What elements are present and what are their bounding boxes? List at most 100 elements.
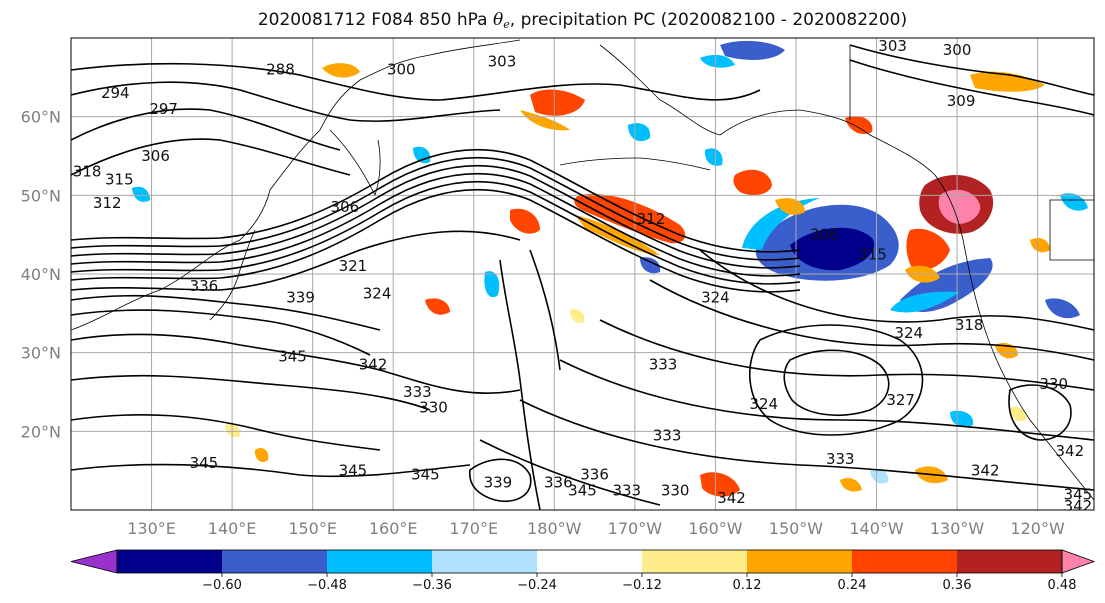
precip-positive-w2 bbox=[254, 448, 269, 462]
contour-label: 294 bbox=[101, 84, 130, 102]
lat-label: 50°N bbox=[21, 186, 61, 205]
colorbar-tick-label: −0.60 bbox=[202, 578, 242, 593]
theta-e-contour bbox=[71, 62, 761, 101]
precip-negative-e3 bbox=[1060, 193, 1088, 211]
precip-positive-jet-halo bbox=[575, 215, 660, 255]
precip-negative-core bbox=[790, 227, 875, 271]
theta-e-contour bbox=[71, 164, 801, 269]
longitude-labels: 130°E 140°E 150°E 160°E 170°E 180°W 170°W 160°W… bbox=[127, 519, 1065, 538]
theta-e-contour bbox=[559, 359, 1094, 441]
precip-negative-c2 bbox=[640, 257, 661, 274]
contour-label: 309 bbox=[947, 92, 976, 110]
contour-label: 342 bbox=[717, 489, 746, 507]
contour-label: 336 bbox=[190, 277, 219, 295]
precip-positive-s2 bbox=[840, 478, 862, 492]
title-subscript: e bbox=[503, 18, 510, 31]
contour-label: 312 bbox=[637, 210, 666, 228]
colorbar-segment bbox=[327, 550, 433, 573]
theta-e-contour bbox=[71, 188, 801, 293]
contour-label: 318 bbox=[73, 163, 102, 181]
colorbar-tick-label: −0.12 bbox=[622, 578, 662, 593]
lon-label: 170°E bbox=[449, 519, 498, 538]
theta-e-contour bbox=[849, 44, 1094, 96]
precip-positive-alaska-n bbox=[530, 89, 585, 116]
lon-label: 150°E bbox=[288, 519, 337, 538]
precip-yellow-1 bbox=[570, 309, 585, 323]
contour-label: 324 bbox=[363, 285, 392, 303]
colorbar-tick-label: −0.24 bbox=[517, 578, 557, 593]
colorbar-extend-high bbox=[1061, 549, 1096, 574]
theta-e-contours bbox=[71, 44, 1094, 510]
lon-label: 180°W bbox=[527, 519, 582, 538]
contour-label: 324 bbox=[894, 324, 923, 342]
contour-label: 333 bbox=[826, 450, 855, 468]
precip-negative-w bbox=[132, 186, 150, 202]
contour-label: 345 bbox=[190, 454, 219, 472]
precip-negative-ak bbox=[628, 123, 651, 142]
precip-negative-se bbox=[950, 410, 974, 427]
theta-e-contour bbox=[529, 249, 561, 371]
precip-positive-ne bbox=[970, 71, 1045, 92]
lon-label: 160°E bbox=[369, 519, 418, 538]
lon-label: 130°W bbox=[930, 519, 985, 538]
lon-label: 130°E bbox=[127, 519, 176, 538]
contour-label: 345 bbox=[1064, 485, 1093, 503]
contour-label: 303 bbox=[488, 53, 517, 71]
contour-label: 324 bbox=[749, 395, 778, 413]
coast-kamchatka bbox=[329, 129, 381, 197]
contour-label: 339 bbox=[484, 473, 513, 491]
precip-yellow-3 bbox=[1010, 406, 1027, 422]
precip-positive-s1 bbox=[700, 472, 740, 497]
lat-label: 30°N bbox=[21, 344, 61, 363]
colorbar-frame bbox=[116, 549, 1063, 574]
precip-negative-s bbox=[870, 468, 889, 484]
theta-e-contour bbox=[71, 333, 521, 395]
contour-label: 330 bbox=[1039, 375, 1068, 393]
precip-negative-north-edge bbox=[700, 54, 735, 68]
theta-e-contour bbox=[71, 230, 521, 291]
colorbar-segment bbox=[957, 550, 1063, 573]
contour-label: 342 bbox=[971, 462, 1000, 480]
theta-e-contour bbox=[599, 319, 1094, 391]
theta-e-contour bbox=[749, 324, 924, 436]
contour-label: 315 bbox=[105, 171, 134, 189]
colorbar-tick-label: −0.48 bbox=[307, 578, 347, 593]
contour-label: 333 bbox=[649, 355, 678, 373]
precip-negative-e2 bbox=[1045, 298, 1080, 319]
precip-positive-w bbox=[425, 298, 450, 315]
coast-alaska bbox=[599, 44, 1094, 501]
contour-label: 324 bbox=[701, 289, 730, 307]
colorbar-segment bbox=[747, 550, 853, 573]
theta-e-contour bbox=[1008, 384, 1072, 441]
precip-positive-gulf-halo bbox=[775, 198, 805, 215]
precip-negative-north bbox=[720, 40, 785, 60]
theta-e-contour bbox=[71, 156, 801, 261]
contour-label: 315 bbox=[858, 245, 887, 263]
lon-label: 150°W bbox=[769, 519, 824, 538]
theta-e-contour bbox=[71, 463, 471, 478]
precip-positive-gulf bbox=[733, 169, 772, 196]
lon-label: 120°W bbox=[1010, 519, 1065, 538]
theta-e-contour bbox=[71, 108, 341, 151]
precip-positive-alaska-n-halo bbox=[520, 110, 570, 131]
theta-e-contour bbox=[71, 172, 801, 277]
theta-e-contour bbox=[849, 59, 1094, 116]
map-title: 2020081712 F084 850 hPa θe, precipitatio… bbox=[0, 10, 1105, 31]
contour-label: 342 bbox=[1056, 442, 1085, 460]
theta-e-contour bbox=[71, 148, 801, 253]
precip-positive-n bbox=[322, 63, 360, 78]
contour-label: 321 bbox=[339, 257, 368, 275]
coast-japan bbox=[209, 229, 256, 321]
theta-e-contour bbox=[71, 180, 801, 285]
contour-label: 339 bbox=[286, 289, 315, 307]
precip-negative-c bbox=[484, 271, 500, 298]
colorbar-tick-label: −0.36 bbox=[412, 578, 452, 593]
contour-label: 336 bbox=[580, 466, 609, 484]
contour-label: 300 bbox=[387, 60, 416, 78]
contour-label: 297 bbox=[149, 100, 178, 118]
precip-positive-ne-coast bbox=[845, 115, 873, 135]
colorbar: −0.60 −0.48 −0.36 −0.24 −0.12 0.12 0.24 0.36 0.4… bbox=[70, 549, 1096, 593]
